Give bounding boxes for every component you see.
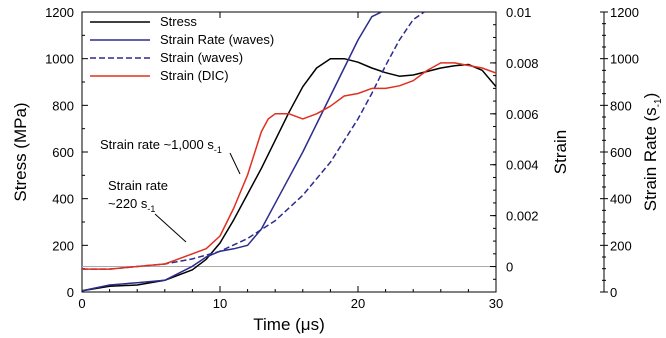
x-tick-label: 0	[78, 296, 85, 311]
y-stress-tick-label: 200	[52, 238, 74, 253]
y-strain-axis-label: Strain	[551, 130, 570, 174]
y-stress-tick-label: 800	[52, 98, 74, 113]
annotation-strain-rate-220-line2: ~220 s-1	[108, 196, 155, 214]
y-stress-tick-label: 1200	[45, 5, 74, 20]
y-rate-tick-label: 200	[610, 238, 632, 253]
annotation-pointer-220	[154, 213, 187, 243]
annotation-strain-rate-1000: Strain rate ~1,000 s-1	[100, 137, 222, 155]
y-rate-tick-label: 800	[610, 98, 632, 113]
y-strain-tick-label: 0.004	[506, 158, 539, 173]
x-axis-label: Time (μs)	[253, 315, 325, 334]
legend-label: Strain Rate (waves)	[160, 32, 274, 47]
annotation-sup: -1	[214, 145, 222, 155]
y-rate-axis-label-main: Strain Rate (s	[641, 107, 660, 211]
y-rate-axis-label-sup: -1	[653, 98, 664, 107]
legend-label: Strain (waves)	[160, 50, 243, 65]
y-rate-tick-label: 600	[610, 145, 632, 160]
annotation-text: ~220 s	[108, 196, 148, 211]
series-line-strain-rate-waves	[82, 12, 382, 292]
annotation-strain-rate-220-line1: Strain rate	[108, 178, 168, 193]
y-strain-tick-label: 0.006	[506, 107, 539, 122]
annotation-pointer-1000	[229, 152, 241, 175]
y-strain-tick-label: 0.008	[506, 56, 539, 71]
plot-frame	[81, 11, 497, 293]
annotation-text: Strain rate ~1,000 s	[100, 137, 214, 152]
series-group	[82, 12, 496, 292]
x-tick-label: 20	[351, 296, 365, 311]
y-rate-tick-label: 1000	[610, 52, 639, 67]
y-rate-tick-label: 0	[610, 285, 617, 300]
series-line-stress	[82, 57, 496, 292]
legend-label: Stress	[160, 14, 197, 29]
x-tick-label: 10	[213, 296, 227, 311]
y-stress-axis-label: Stress (MPa)	[11, 102, 30, 201]
legend-label: Strain (DIC)	[160, 68, 229, 83]
y-strain-tick-label: 0	[506, 260, 513, 275]
series-line-strain-dic	[82, 62, 496, 270]
y-rate-tick-label: 400	[610, 192, 632, 207]
y-strain-tick-label: 0.002	[506, 209, 539, 224]
y-stress-tick-label: 600	[52, 145, 74, 160]
y-rate-axis-label: Strain Rate (s-1)	[641, 93, 664, 212]
y-stress-tick-label: 400	[52, 192, 74, 207]
x-tick-label: 30	[489, 296, 503, 311]
series-line-strain-waves	[82, 12, 425, 270]
y-stress-tick-label: 1000	[45, 52, 74, 67]
y-rate-axis-label-end: )	[641, 93, 660, 99]
y-rate-tick-label: 1200	[610, 5, 639, 20]
annotation-sup: -1	[147, 204, 155, 214]
y-stress-tick-label: 0	[67, 285, 74, 300]
y-strain-tick-label: 0.01	[506, 5, 531, 20]
